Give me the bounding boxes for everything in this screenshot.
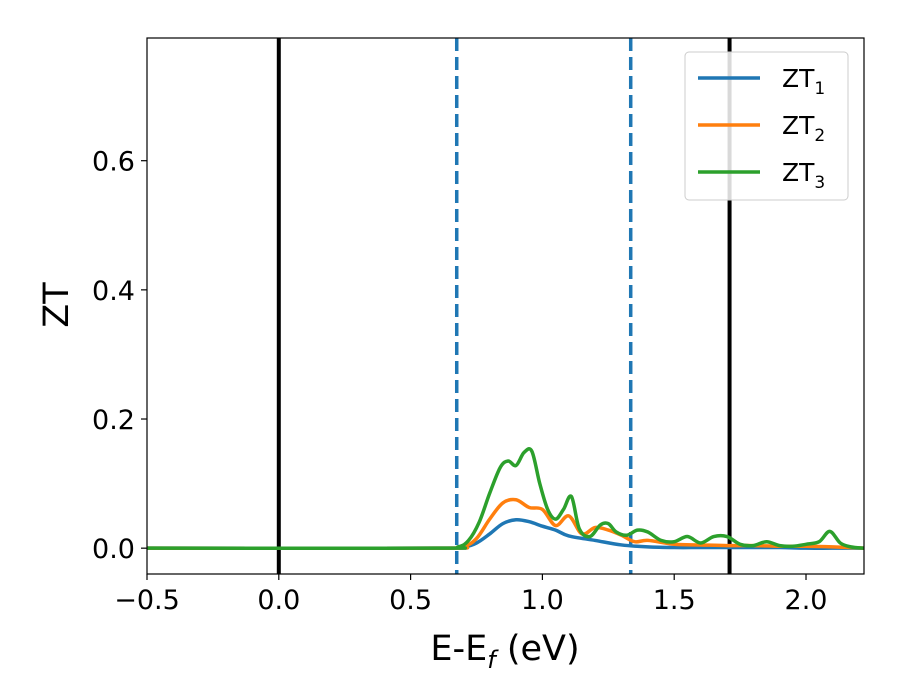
legend-label-zt2: ZT2 [782,111,825,146]
x-tick-label: 0.5 [389,585,432,616]
legend: ZT1 ZT2 ZT3 [684,51,849,201]
y-tick-label: 0.2 [92,405,135,436]
legend-label-zt3: ZT3 [782,158,825,193]
y-tick-label: 0.0 [92,534,135,565]
legend-box [684,51,849,201]
y-axis-ticks: 0.0 0.2 0.4 0.6 [92,147,147,565]
y-tick-label: 0.6 [92,147,135,178]
x-tick-label: 1.0 [521,585,564,616]
x-tick-label: 0.0 [257,585,300,616]
series-line-zt3 [147,447,864,551]
x-axis-ticks: −0.5 0.0 0.5 1.0 1.5 2.0 [114,574,827,616]
x-tick-label: −0.5 [114,585,180,616]
legend-label-zt1: ZT1 [782,64,825,99]
y-tick-label: 0.4 [92,276,135,307]
plot-frame [146,37,865,575]
axes-frame [146,37,865,575]
x-tick-label: 2.0 [785,585,828,616]
x-axis-label: E-Ef (eV) [430,629,579,674]
y-axis-label: ZT [37,282,77,328]
x-tick-label: 1.5 [653,585,696,616]
